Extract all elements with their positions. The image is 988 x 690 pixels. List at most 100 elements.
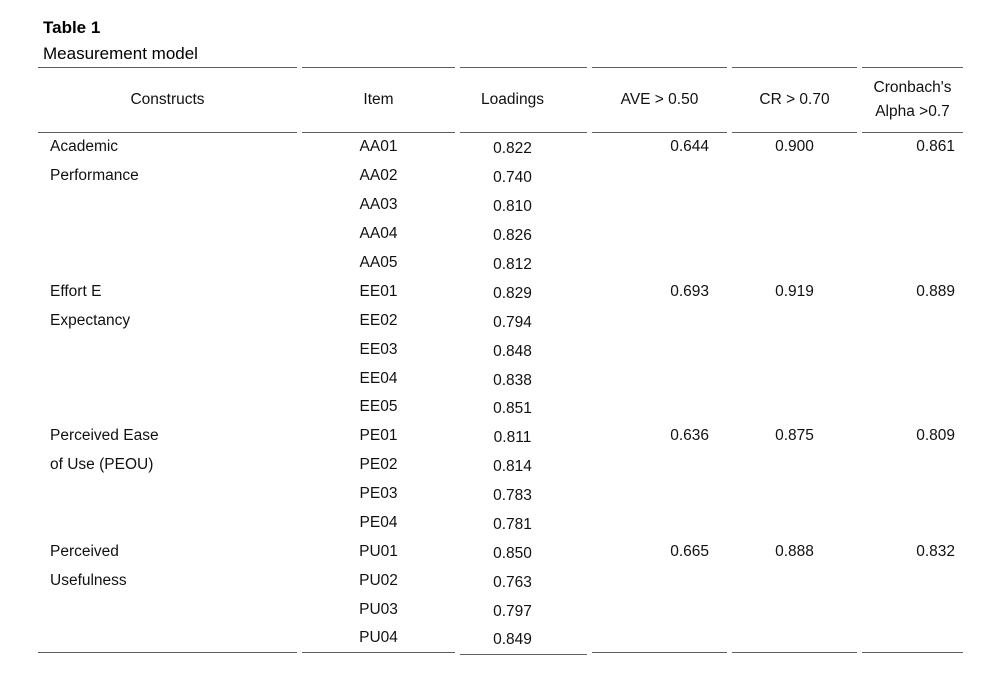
- cr-cell: [732, 335, 857, 364]
- loading-cell: 0.850: [493, 544, 532, 562]
- ave-cell: 0.693: [670, 282, 709, 300]
- alpha-cell: [862, 191, 963, 220]
- ave-cell: [592, 364, 727, 393]
- ave-cell: [592, 162, 727, 191]
- cr-cell: [732, 624, 857, 654]
- item-cell: AA01: [359, 138, 398, 156]
- item-cell: PE03: [359, 485, 398, 503]
- cr-cell: [732, 162, 857, 191]
- table-row: Perceived Ease PE01 0.811 0.636 0.875 0.…: [38, 422, 963, 451]
- construct-cell: [38, 509, 297, 538]
- header-loadings: Loadings: [460, 67, 587, 133]
- table-row: EE03 0.848: [38, 335, 963, 364]
- cr-cell: [732, 595, 857, 624]
- item-cell: EE02: [359, 311, 398, 329]
- construct-cell: Performance: [50, 167, 139, 185]
- cr-cell: [732, 480, 857, 509]
- ave-cell: 0.636: [670, 427, 709, 445]
- loading-cell: 0.794: [493, 313, 532, 331]
- item-cell: AA02: [359, 167, 398, 185]
- table-caption: Table 1 Measurement model: [43, 15, 198, 67]
- ave-cell: [592, 249, 727, 278]
- header-cr: CR > 0.70: [732, 67, 857, 133]
- cr-cell: [732, 566, 857, 595]
- header-item: Item: [302, 67, 455, 133]
- construct-cell: [38, 364, 297, 393]
- alpha-cell: [862, 509, 963, 538]
- cr-cell: [732, 364, 857, 393]
- table-number: Table 1: [43, 18, 101, 37]
- ave-cell: [592, 306, 727, 335]
- alpha-cell: [862, 480, 963, 509]
- item-cell: PE04: [359, 514, 398, 532]
- table-row: PE04 0.781: [38, 509, 963, 538]
- cr-cell: [732, 306, 857, 335]
- table-row: AA04 0.826: [38, 220, 963, 249]
- item-cell: PU02: [359, 571, 398, 589]
- cr-cell: 0.900: [775, 138, 814, 156]
- item-cell: AA03: [359, 196, 398, 214]
- construct-cell: [38, 393, 297, 422]
- construct-cell: [38, 220, 297, 249]
- cr-cell: [732, 249, 857, 278]
- item-cell: EE03: [359, 340, 398, 358]
- table-row: EE05 0.851: [38, 393, 963, 422]
- alpha-cell: 0.809: [916, 427, 955, 445]
- construct-cell: [38, 480, 297, 509]
- cr-cell: 0.875: [775, 427, 814, 445]
- alpha-cell: [862, 306, 963, 335]
- table-row: Performance AA02 0.740: [38, 162, 963, 191]
- measurement-model-table: Constructs Item Loadings AVE > 0.50 CR >…: [33, 67, 968, 656]
- alpha-cell: [862, 566, 963, 595]
- loading-cell: 0.851: [493, 400, 532, 418]
- cr-cell: [732, 393, 857, 422]
- item-cell: EE05: [359, 398, 398, 416]
- ave-cell: [592, 191, 727, 220]
- construct-cell: [38, 335, 297, 364]
- construct-cell: Perceived: [50, 542, 119, 560]
- cr-cell: [732, 220, 857, 249]
- cr-cell: [732, 509, 857, 538]
- alpha-cell: [862, 162, 963, 191]
- alpha-cell: 0.861: [916, 138, 955, 156]
- ave-cell: [592, 624, 727, 654]
- cr-cell: [732, 191, 857, 220]
- table-row: Effort E EE01 0.829 0.693 0.919 0.889: [38, 277, 963, 306]
- construct-cell: Effort E: [50, 282, 102, 300]
- table-row: of Use (PEOU) PE02 0.814: [38, 451, 963, 480]
- table-row: Usefulness PU02 0.763: [38, 566, 963, 595]
- item-cell: PU01: [359, 542, 398, 560]
- cr-cell: 0.919: [775, 282, 814, 300]
- loading-cell: 0.781: [493, 516, 532, 534]
- table-header: Constructs Item Loadings AVE > 0.50 CR >…: [38, 67, 963, 133]
- ave-cell: [592, 595, 727, 624]
- item-cell: PE01: [359, 427, 398, 445]
- construct-cell: [38, 249, 297, 278]
- table-subtitle: Measurement model: [43, 44, 198, 63]
- ave-cell: [592, 509, 727, 538]
- table-row: AA05 0.812: [38, 249, 963, 278]
- header-row: Constructs Item Loadings AVE > 0.50 CR >…: [38, 67, 963, 133]
- loading-cell: 0.826: [493, 227, 532, 245]
- loading-cell: 0.849: [460, 626, 587, 656]
- alpha-cell: [862, 451, 963, 480]
- loading-cell: 0.829: [493, 284, 532, 302]
- ave-cell: [592, 480, 727, 509]
- item-cell: AA04: [359, 225, 398, 243]
- table-row: PE03 0.783: [38, 480, 963, 509]
- header-constructs: Constructs: [38, 67, 297, 133]
- ave-cell: [592, 220, 727, 249]
- table-row: EE04 0.838: [38, 364, 963, 393]
- construct-cell: Usefulness: [50, 571, 127, 589]
- construct-cell: of Use (PEOU): [50, 456, 154, 474]
- table-row: Academic AA01 0.822 0.644 0.900 0.861: [38, 133, 963, 162]
- alpha-cell: 0.832: [916, 542, 955, 560]
- table-row: PU03 0.797: [38, 595, 963, 624]
- construct-cell: Expectancy: [50, 311, 131, 329]
- loading-cell: 0.763: [493, 573, 532, 591]
- loading-cell: 0.848: [493, 342, 532, 360]
- item-cell: PE02: [359, 456, 398, 474]
- alpha-cell: [862, 335, 963, 364]
- item-cell: EE01: [359, 282, 398, 300]
- loading-cell: 0.740: [493, 169, 532, 187]
